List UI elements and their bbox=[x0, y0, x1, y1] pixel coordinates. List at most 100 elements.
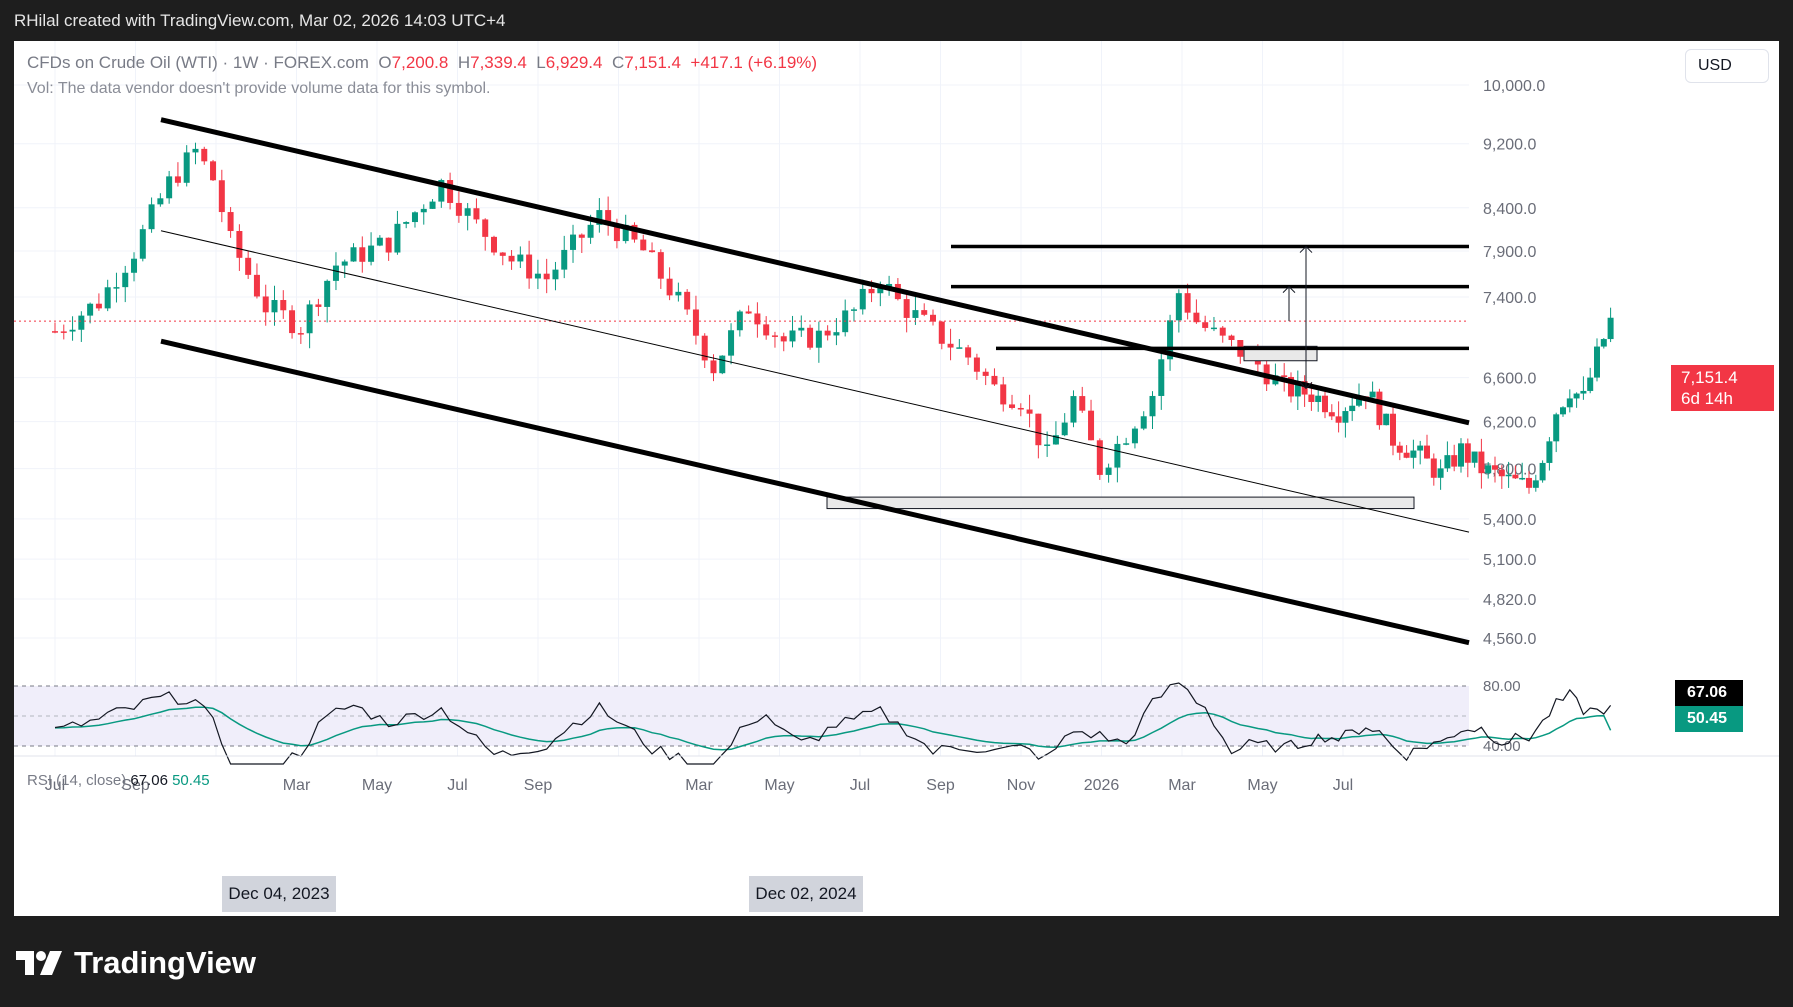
candle-body bbox=[148, 204, 155, 230]
candle-body bbox=[122, 272, 129, 288]
rsi-title: RSI (14, close) bbox=[27, 772, 127, 789]
candle-body bbox=[1587, 377, 1594, 391]
y-tick-label: 9,200.0 bbox=[1483, 137, 1536, 154]
candle-body bbox=[174, 176, 181, 183]
symbol-name[interactable]: CFDs on Crude Oil (WTI) bbox=[27, 53, 218, 72]
candle-body bbox=[631, 224, 638, 240]
candle-body bbox=[1052, 435, 1059, 445]
candle-body bbox=[1430, 458, 1437, 478]
x-tick-label: Jul bbox=[447, 777, 467, 794]
candle-body bbox=[868, 288, 875, 294]
candle-body bbox=[1505, 474, 1512, 477]
tradingview-logo[interactable]: TradingView bbox=[16, 945, 256, 981]
candle-body bbox=[236, 231, 243, 258]
x-tick-label: May bbox=[764, 777, 794, 794]
candle-body bbox=[438, 180, 445, 202]
candle-body bbox=[1458, 443, 1464, 467]
candle-body bbox=[1376, 391, 1383, 426]
last-price-badge: 7,151.4 6d 14h bbox=[1671, 365, 1774, 411]
currency-button[interactable]: USD bbox=[1685, 49, 1769, 83]
candle-body bbox=[1383, 413, 1390, 426]
candle-body bbox=[1369, 391, 1376, 398]
candle-body bbox=[166, 176, 173, 199]
candle-body bbox=[201, 148, 208, 162]
chart-frame[interactable]: 10,000.0 9,200.0 8,400.0 7,900.0 7,400.0 6,60… bbox=[14, 41, 1779, 916]
candle-body bbox=[1553, 414, 1560, 442]
candle-body bbox=[982, 371, 989, 376]
close-value: 7,151.4 bbox=[624, 53, 681, 72]
candle-body bbox=[745, 311, 752, 314]
candle-body bbox=[921, 310, 928, 315]
candle-body bbox=[1167, 320, 1174, 360]
candle-body bbox=[877, 287, 884, 294]
x-tick-label: Sep bbox=[926, 777, 955, 794]
candle-body bbox=[666, 278, 673, 296]
rsi-scale-40: 40.00 bbox=[1483, 738, 1521, 755]
candle-body bbox=[710, 360, 717, 374]
x-tick-label: Mar bbox=[685, 777, 713, 794]
price-chart[interactable]: 10,000.0 9,200.0 8,400.0 7,900.0 7,400.0 6,60… bbox=[14, 41, 1779, 916]
volume-note: Vol: The data vendor doesn't provide vol… bbox=[27, 80, 491, 97]
candle-body bbox=[1009, 404, 1016, 408]
candle-body bbox=[1308, 394, 1315, 402]
candle-body bbox=[640, 239, 647, 251]
candle-body bbox=[376, 237, 383, 246]
candle-body bbox=[938, 321, 945, 344]
candle-body bbox=[859, 288, 866, 310]
candle-body bbox=[482, 219, 489, 237]
rsi-ma-line bbox=[54, 706, 1612, 751]
candle-body bbox=[131, 258, 138, 273]
rsi-legend[interactable]: RSI (14, close) 67.06 50.45 bbox=[27, 772, 210, 789]
candle-body bbox=[930, 314, 936, 322]
candle-body bbox=[763, 324, 770, 336]
candle-body bbox=[315, 304, 322, 307]
candle-body bbox=[1228, 335, 1235, 341]
candle-body bbox=[499, 252, 506, 256]
interval[interactable]: 1W bbox=[232, 53, 259, 72]
candle-body bbox=[587, 224, 594, 238]
rsi-value-badge: 67.06 bbox=[1675, 680, 1743, 706]
candle-body bbox=[245, 257, 252, 275]
candle-body bbox=[455, 202, 462, 216]
candle-body bbox=[701, 335, 708, 361]
symbol-legend[interactable]: CFDs on Crude Oil (WTI) · 1W · FOREX.com… bbox=[27, 53, 818, 72]
x-tick-label: Mar bbox=[1168, 777, 1196, 794]
candle-body bbox=[1485, 465, 1492, 474]
candle-body bbox=[534, 273, 541, 279]
candle-body bbox=[798, 327, 805, 331]
candle-body bbox=[113, 287, 120, 289]
target-arrow-mid-head bbox=[1282, 285, 1296, 294]
candle-body bbox=[613, 224, 620, 242]
candle-body bbox=[1342, 411, 1349, 423]
bar-countdown: 6d 14h bbox=[1681, 389, 1733, 408]
candle-body bbox=[1035, 413, 1042, 446]
last-price: 7,151.4 bbox=[1681, 368, 1738, 387]
candle-body bbox=[1356, 396, 1362, 406]
candle-body bbox=[1349, 405, 1356, 412]
candle-body bbox=[1390, 413, 1396, 446]
candle-body bbox=[1026, 409, 1033, 414]
x-tick-label: Sep bbox=[121, 777, 150, 794]
candle-body bbox=[192, 148, 199, 153]
open-label: O bbox=[378, 53, 392, 72]
low-value: 6,929.4 bbox=[545, 53, 603, 72]
x-tick-label: Jul bbox=[45, 777, 65, 794]
candle-body bbox=[78, 315, 85, 330]
high-value: 7,339.4 bbox=[470, 53, 527, 72]
candle-body bbox=[991, 375, 998, 385]
candle-body bbox=[324, 280, 331, 307]
candle-body bbox=[912, 310, 919, 318]
candle-body bbox=[1539, 462, 1546, 481]
demand-zone bbox=[826, 496, 1415, 510]
brand-name: TradingView bbox=[74, 945, 257, 980]
candle-body bbox=[675, 291, 682, 296]
downside-arrow-head bbox=[1299, 382, 1313, 390]
candle-body bbox=[552, 269, 559, 280]
rsi-ma-badge: 50.45 bbox=[1675, 706, 1743, 732]
candle-body bbox=[1437, 468, 1444, 478]
y-tick-label: 5,400.0 bbox=[1483, 512, 1536, 529]
candle-body bbox=[473, 208, 480, 220]
y-tick-label: 6,600.0 bbox=[1483, 371, 1536, 388]
candle-body bbox=[1096, 440, 1103, 475]
candle-body bbox=[1396, 445, 1403, 453]
